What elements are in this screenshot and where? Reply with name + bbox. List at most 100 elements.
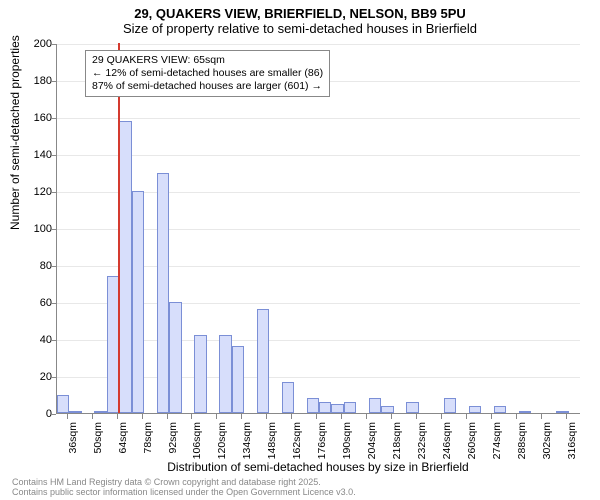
x-tick-label: 274sqm [491,422,503,472]
histogram-bar [519,411,531,413]
x-tick-label: 106sqm [191,422,203,472]
title-block: 29, QUAKERS VIEW, BRIERFIELD, NELSON, BB… [0,0,600,36]
y-axis-label: Number of semi-detached properties [8,35,22,230]
histogram-bar [132,191,144,413]
x-tick-mark [491,414,492,419]
y-gridline [57,118,580,119]
histogram-bar [282,382,294,413]
y-tick-label: 200 [12,38,52,50]
x-tick-mark [316,414,317,419]
histogram-bar [57,395,69,414]
histogram-bar [381,406,393,413]
histogram-bar [119,121,131,413]
y-tick-label: 100 [12,223,52,235]
y-tick-mark [51,266,56,267]
callout-line3: 87% of semi-detached houses are larger (… [92,80,323,93]
x-tick-label: 302sqm [541,422,553,472]
histogram-bar [69,411,81,413]
histogram-bar [444,398,456,413]
x-tick-mark [191,414,192,419]
x-tick-label: 50sqm [92,422,104,472]
x-tick-label: 176sqm [316,422,328,472]
x-tick-mark [266,414,267,419]
histogram-bar [556,411,568,413]
histogram-bar [307,398,319,413]
histogram-bar [494,406,506,413]
histogram-bar [169,302,181,413]
plot-area: 29 QUAKERS VIEW: 65sqm ← 12% of semi-det… [56,44,580,414]
x-tick-mark [117,414,118,419]
y-tick-label: 180 [12,75,52,87]
histogram-bar [232,346,244,413]
histogram-bar [157,173,169,414]
chart-container: 29, QUAKERS VIEW, BRIERFIELD, NELSON, BB… [0,0,600,500]
x-tick-label: 120sqm [216,422,228,472]
x-tick-label: 218sqm [391,422,403,472]
histogram-bar [319,402,331,413]
histogram-bar [194,335,206,413]
y-tick-mark [51,377,56,378]
y-tick-mark [51,192,56,193]
x-tick-mark [341,414,342,419]
y-tick-mark [51,81,56,82]
x-tick-mark [516,414,517,419]
y-tick-mark [51,44,56,45]
x-tick-mark [92,414,93,419]
y-tick-mark [51,118,56,119]
histogram-bar [219,335,231,413]
y-tick-label: 60 [12,297,52,309]
y-tick-label: 40 [12,334,52,346]
y-tick-mark [51,340,56,341]
x-tick-mark [466,414,467,419]
y-gridline [57,155,580,156]
x-tick-label: 232sqm [416,422,428,472]
x-tick-mark [142,414,143,419]
x-tick-mark [566,414,567,419]
x-tick-label: 204sqm [366,422,378,472]
y-gridline [57,44,580,45]
y-tick-label: 120 [12,186,52,198]
histogram-bar [344,402,356,413]
histogram-bar [94,411,106,413]
title-line2: Size of property relative to semi-detach… [0,21,600,36]
y-tick-label: 80 [12,260,52,272]
marker-line [118,43,120,413]
x-tick-mark [541,414,542,419]
x-tick-label: 36sqm [67,422,79,472]
x-tick-label: 64sqm [117,422,129,472]
x-tick-mark [291,414,292,419]
x-tick-label: 134sqm [241,422,253,472]
callout-box: 29 QUAKERS VIEW: 65sqm ← 12% of semi-det… [85,50,330,97]
x-tick-mark [366,414,367,419]
x-tick-label: 316sqm [566,422,578,472]
x-tick-mark [167,414,168,419]
y-tick-label: 140 [12,149,52,161]
x-tick-label: 260sqm [466,422,478,472]
histogram-bar [369,398,381,413]
x-tick-label: 288sqm [516,422,528,472]
x-tick-mark [441,414,442,419]
y-tick-label: 20 [12,371,52,383]
callout-line2: ← 12% of semi-detached houses are smalle… [92,67,323,80]
x-tick-label: 162sqm [291,422,303,472]
y-tick-label: 0 [12,408,52,420]
y-tick-mark [51,303,56,304]
x-tick-label: 78sqm [142,422,154,472]
x-tick-label: 148sqm [266,422,278,472]
x-tick-mark [391,414,392,419]
x-tick-mark [216,414,217,419]
footer: Contains HM Land Registry data © Crown c… [12,478,356,498]
x-tick-label: 246sqm [441,422,453,472]
x-tick-mark [241,414,242,419]
y-tick-mark [51,229,56,230]
histogram-bar [331,404,343,413]
y-tick-label: 160 [12,112,52,124]
footer-line2: Contains public sector information licen… [12,488,356,498]
callout-line1: 29 QUAKERS VIEW: 65sqm [92,54,323,67]
y-tick-mark [51,155,56,156]
y-tick-mark [51,414,56,415]
x-tick-label: 92sqm [167,422,179,472]
x-tick-label: 190sqm [341,422,353,472]
x-tick-mark [416,414,417,419]
histogram-bar [469,406,481,413]
